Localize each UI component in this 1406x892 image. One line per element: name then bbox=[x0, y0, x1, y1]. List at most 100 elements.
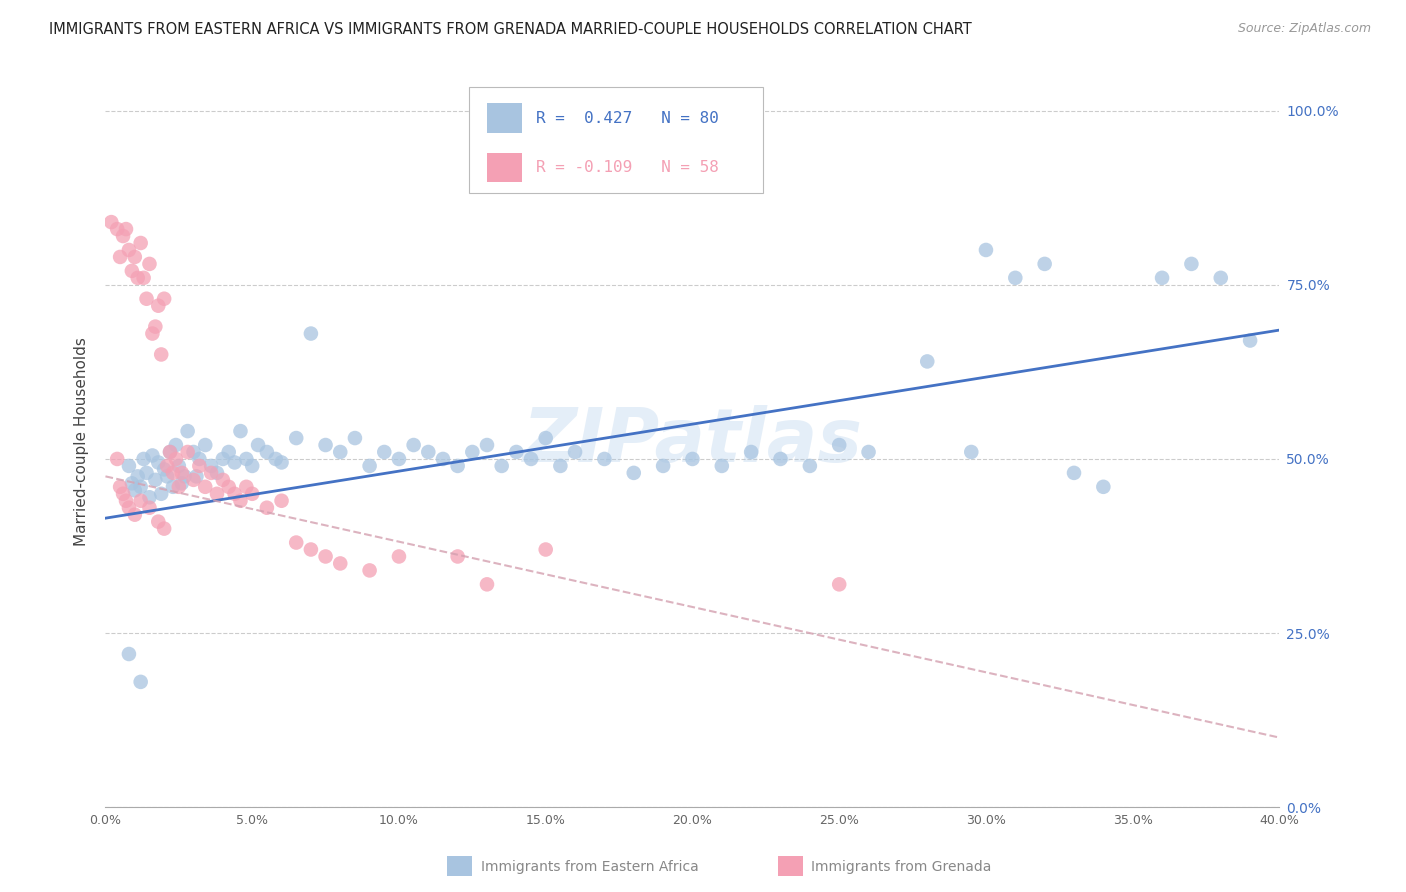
Point bbox=[162, 480, 184, 494]
Point bbox=[186, 469, 208, 483]
Point bbox=[446, 549, 468, 564]
Point bbox=[1063, 466, 1085, 480]
Point bbox=[200, 466, 222, 480]
Point bbox=[170, 476, 193, 491]
Point bbox=[710, 458, 733, 473]
Point bbox=[1092, 480, 1115, 494]
Point bbox=[475, 577, 498, 591]
Point bbox=[183, 445, 205, 459]
Point bbox=[167, 480, 190, 494]
Point bbox=[388, 452, 411, 467]
Point bbox=[285, 535, 308, 549]
Point bbox=[858, 445, 880, 459]
Point bbox=[229, 493, 252, 508]
Point bbox=[173, 469, 195, 483]
Point bbox=[652, 458, 675, 473]
Point bbox=[141, 326, 163, 341]
Point bbox=[118, 647, 141, 661]
Point bbox=[127, 469, 149, 483]
Point bbox=[153, 292, 176, 306]
Text: Source: ZipAtlas.com: Source: ZipAtlas.com bbox=[1237, 22, 1371, 36]
Point bbox=[141, 449, 163, 463]
FancyBboxPatch shape bbox=[470, 87, 763, 193]
Point bbox=[475, 438, 498, 452]
Point bbox=[108, 250, 131, 264]
Point bbox=[315, 438, 337, 452]
Y-axis label: Married-couple Households: Married-couple Households bbox=[75, 337, 90, 546]
Point bbox=[132, 270, 155, 285]
Point bbox=[162, 466, 184, 480]
Point bbox=[218, 445, 240, 459]
Point bbox=[188, 452, 211, 467]
Point bbox=[124, 508, 146, 522]
Point bbox=[623, 466, 645, 480]
Point bbox=[329, 557, 352, 571]
Point bbox=[1004, 270, 1026, 285]
Point bbox=[167, 458, 190, 473]
Point bbox=[194, 438, 217, 452]
Bar bbox=[486, 153, 522, 182]
Point bbox=[256, 445, 278, 459]
Point bbox=[159, 445, 181, 459]
Point bbox=[115, 222, 138, 236]
Point bbox=[132, 452, 155, 467]
Point bbox=[105, 222, 128, 236]
Point bbox=[218, 480, 240, 494]
Point bbox=[534, 542, 557, 557]
Point bbox=[138, 500, 160, 515]
Point bbox=[118, 458, 141, 473]
Point bbox=[1180, 257, 1202, 271]
Point bbox=[505, 445, 527, 459]
Point bbox=[105, 452, 128, 467]
Point bbox=[118, 243, 141, 257]
Text: Immigrants from Eastern Africa: Immigrants from Eastern Africa bbox=[481, 860, 699, 874]
Point bbox=[205, 487, 228, 501]
Point bbox=[769, 452, 792, 467]
Point bbox=[124, 250, 146, 264]
Point bbox=[143, 319, 166, 334]
Point bbox=[359, 563, 381, 577]
Point bbox=[1150, 270, 1173, 285]
Point bbox=[170, 466, 193, 480]
Point bbox=[112, 229, 135, 244]
Point bbox=[264, 452, 287, 467]
Point bbox=[229, 424, 252, 438]
Point bbox=[129, 674, 152, 689]
Point bbox=[682, 452, 704, 467]
Text: ZIPatlas: ZIPatlas bbox=[523, 405, 862, 478]
Point bbox=[343, 431, 366, 445]
Point bbox=[124, 483, 146, 498]
Text: R =  0.427   N = 80: R = 0.427 N = 80 bbox=[536, 111, 720, 126]
Point bbox=[740, 445, 762, 459]
Point bbox=[256, 500, 278, 515]
Point bbox=[150, 347, 173, 361]
Point bbox=[917, 354, 939, 368]
Point bbox=[211, 452, 233, 467]
Point bbox=[159, 445, 181, 459]
Point bbox=[299, 326, 322, 341]
Point bbox=[799, 458, 821, 473]
Point bbox=[247, 438, 270, 452]
Point bbox=[960, 445, 983, 459]
Point bbox=[373, 445, 395, 459]
Point bbox=[188, 458, 211, 473]
Point bbox=[150, 487, 173, 501]
Point bbox=[270, 455, 292, 469]
Point bbox=[135, 466, 157, 480]
Point bbox=[156, 458, 179, 473]
Point bbox=[240, 458, 263, 473]
Point bbox=[235, 452, 257, 467]
Point bbox=[115, 493, 138, 508]
Point bbox=[138, 490, 160, 504]
Point bbox=[1209, 270, 1232, 285]
Point bbox=[153, 522, 176, 536]
Point bbox=[1239, 334, 1261, 348]
Point bbox=[108, 480, 131, 494]
Point bbox=[183, 473, 205, 487]
Point bbox=[129, 493, 152, 508]
Point bbox=[143, 473, 166, 487]
Point bbox=[176, 424, 198, 438]
Point bbox=[156, 469, 179, 483]
Point bbox=[176, 445, 198, 459]
Point bbox=[100, 215, 122, 229]
